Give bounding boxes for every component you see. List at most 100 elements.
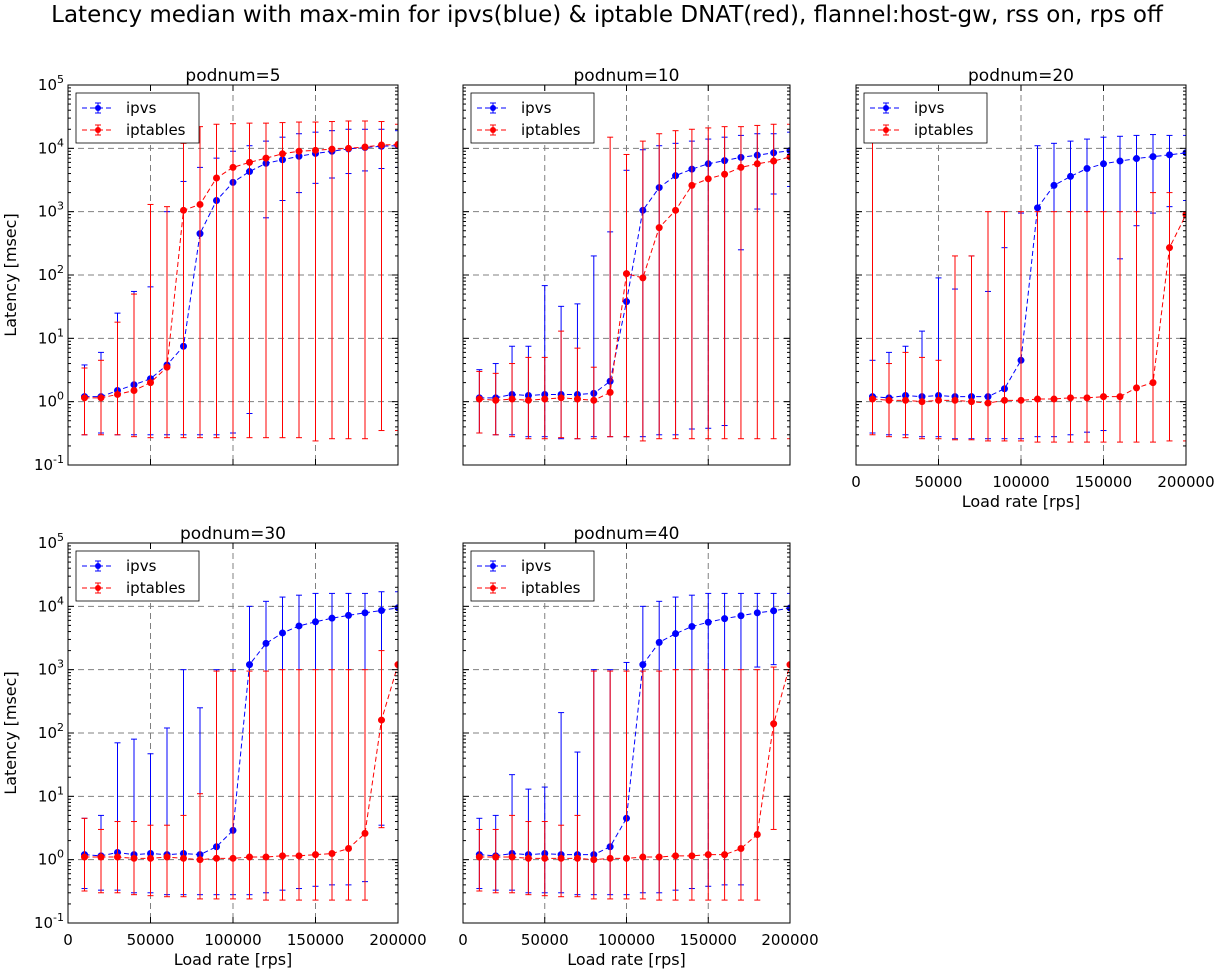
x-tick-label: 150000: [1075, 473, 1132, 491]
legend-entry-ipvs: ipvs: [870, 99, 945, 117]
data-point: [378, 716, 385, 724]
x-tick-label: 100000: [204, 931, 261, 949]
y-tick-label: 102: [38, 721, 64, 742]
data-point: [655, 853, 663, 861]
data-point: [508, 853, 516, 861]
data-point: [492, 396, 500, 404]
data-point: [262, 853, 270, 861]
series-iptables: [81, 650, 398, 901]
data-point: [328, 145, 336, 153]
data-point: [623, 854, 630, 862]
legend-label: iptables: [126, 579, 186, 597]
series-iptables: [869, 138, 1186, 443]
data-point: [753, 160, 761, 168]
series-ipvs: [475, 592, 790, 896]
data-point: [606, 388, 614, 396]
data-point: [213, 174, 220, 182]
legend: ipvs iptables: [75, 550, 200, 602]
data-point: [196, 200, 204, 208]
data-point: [328, 614, 336, 622]
data-point: [951, 396, 959, 404]
data-point: [114, 853, 121, 861]
data-point: [1034, 395, 1041, 403]
data-point: [378, 606, 385, 614]
data-point: [262, 639, 270, 647]
series-line-iptables: [872, 214, 1186, 404]
y-tick-label: 101: [38, 784, 64, 805]
data-point: [180, 854, 187, 862]
data-point: [279, 150, 286, 158]
data-point: [1149, 153, 1157, 161]
data-point: [81, 853, 88, 861]
legend: ipvs iptables: [470, 550, 595, 602]
subplot-3: 0 50000 100000 150000 200000 podnum=20 Load ra…: [851, 66, 1214, 511]
y-tick-label: 10-1: [34, 453, 64, 474]
y-tick-label: 105: [38, 531, 64, 552]
legend: ipvs iptables: [863, 92, 988, 144]
plot-area: [81, 120, 398, 442]
data-point: [508, 395, 516, 403]
data-point: [606, 854, 614, 862]
data-point: [935, 396, 942, 404]
y-tick-label: 105: [38, 73, 64, 94]
series-ipvs: [869, 134, 1186, 440]
legend-marker: [95, 585, 101, 591]
data-point: [524, 396, 532, 404]
y-tick-label: 104: [38, 136, 64, 157]
data-point: [328, 850, 336, 858]
legend-entry-ipvs: ipvs: [82, 557, 157, 575]
data-point: [1017, 396, 1025, 404]
x-tick-label: 50000: [521, 931, 569, 949]
data-point: [688, 623, 696, 631]
data-point: [704, 175, 712, 183]
y-tick-label: 102: [38, 263, 64, 284]
y-tick-label: 101: [38, 326, 64, 347]
data-point: [557, 394, 565, 402]
y-tick-label: 10-1: [34, 911, 64, 932]
data-point: [639, 274, 647, 282]
legend-label: iptables: [521, 121, 581, 139]
data-point: [573, 854, 581, 862]
data-point: [786, 147, 790, 155]
data-point: [524, 854, 532, 862]
x-tick-label: 0: [851, 473, 861, 491]
data-point: [737, 612, 745, 620]
data-point: [97, 853, 105, 861]
data-point: [1050, 395, 1058, 403]
data-point: [672, 630, 680, 638]
x-tick-label: 50000: [915, 473, 963, 491]
series-ipvs: [81, 591, 398, 896]
subplot-title: podnum=30: [180, 524, 286, 544]
y-tick-label: 103: [38, 200, 64, 221]
data-point: [1001, 396, 1008, 404]
data-point: [590, 396, 598, 404]
x-tick-label: 150000: [680, 931, 737, 949]
data-point: [1116, 393, 1124, 401]
figure-title: Latency median with max-min for ipvs(blu…: [51, 2, 1163, 28]
data-point: [295, 147, 303, 155]
data-point: [312, 851, 319, 859]
x-tick-label: 200000: [761, 931, 818, 949]
data-point: [492, 853, 500, 861]
data-point: [770, 157, 778, 165]
data-point: [345, 845, 352, 853]
data-point: [672, 206, 680, 214]
x-tick-label: 200000: [369, 931, 426, 949]
data-point: [639, 661, 647, 669]
y-tick-label: 100: [38, 848, 64, 869]
x-axis-label: Load rate [rps]: [962, 492, 1081, 511]
legend-marker: [95, 127, 101, 133]
data-point: [163, 853, 171, 861]
legend-entry-iptables: iptables: [82, 579, 186, 597]
data-point: [688, 852, 696, 860]
data-point: [1116, 157, 1124, 165]
data-point: [753, 830, 761, 838]
series-line-ipvs: [479, 607, 790, 857]
data-point: [1083, 165, 1091, 173]
legend: ipvs iptables: [75, 92, 200, 144]
data-point: [655, 224, 663, 232]
data-point: [721, 170, 729, 178]
data-point: [229, 163, 237, 171]
plot-area: [81, 591, 398, 901]
